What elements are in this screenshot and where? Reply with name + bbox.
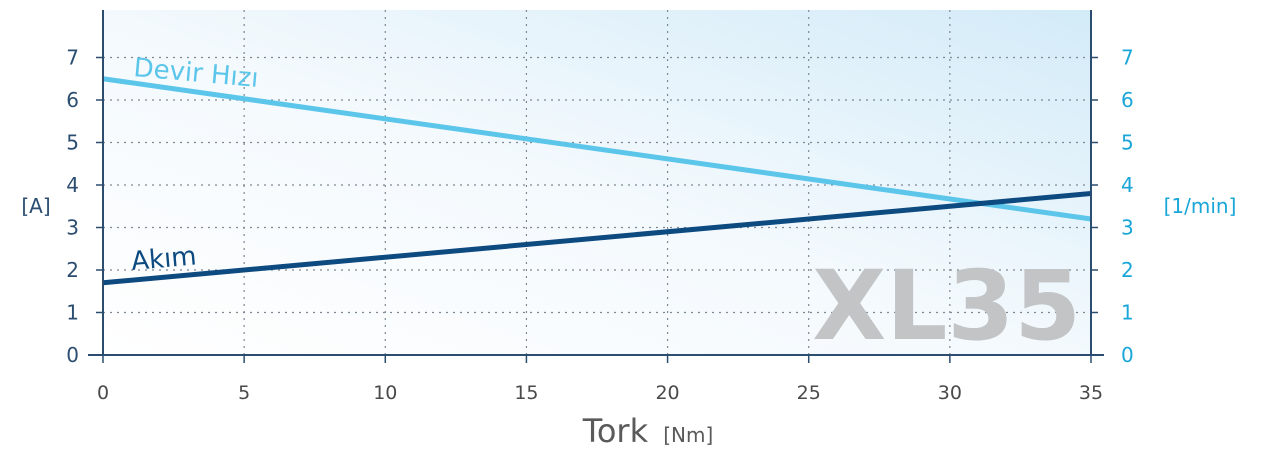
y-left-tick-label: 0 xyxy=(66,343,79,367)
y-right-tick-label: 1 xyxy=(1121,301,1134,325)
x-tick-label: 10 xyxy=(373,382,397,404)
series-line xyxy=(102,191,1092,286)
x-axis-title: Tork [Nm] xyxy=(582,412,714,450)
grid-lines xyxy=(103,10,1091,355)
y-right-tick-label: 3 xyxy=(1121,216,1134,240)
y-left-tick-label: 3 xyxy=(66,216,79,240)
y-axis-right-unit: [1/min] xyxy=(1164,194,1237,218)
y-left-tick-label: 5 xyxy=(66,131,79,155)
x-tick-label: 25 xyxy=(797,382,821,404)
y-right-tick-label: 5 xyxy=(1121,131,1134,155)
series-lines xyxy=(102,76,1092,286)
y-right-tick-label: 7 xyxy=(1121,46,1134,70)
y-right-tick-label: 6 xyxy=(1121,88,1134,112)
x-tick-label: 30 xyxy=(938,382,962,404)
y-left-tick-label: 7 xyxy=(66,46,79,70)
tick-labels: 0 1 2 3 4 5 6 7 0 1 2 3 4 5 6 7 0 5 10 15 20 25 30 35 xyxy=(66,46,1133,405)
x-tick-label: 20 xyxy=(655,382,679,404)
y-right-tick-label: 2 xyxy=(1121,258,1134,282)
watermark-model: XL35 xyxy=(812,250,1081,362)
x-tick-label: 15 xyxy=(514,382,538,404)
y-left-tick-label: 4 xyxy=(66,173,79,197)
series-label-current: Akım xyxy=(130,241,198,277)
y-left-tick-label: 6 xyxy=(66,88,79,112)
x-tick-label: 0 xyxy=(97,382,109,404)
series-line xyxy=(102,76,1092,222)
x-tick-label: 35 xyxy=(1079,382,1103,404)
plot-background xyxy=(103,10,1091,355)
x-axis-unit: [Nm] xyxy=(663,423,713,447)
x-axis-label: Tork xyxy=(582,412,649,450)
y-right-tick-label: 0 xyxy=(1121,343,1134,367)
y-axis-left-unit: [A] xyxy=(21,194,50,218)
y-left-tick-label: 2 xyxy=(66,258,79,282)
y-right-tick-label: 4 xyxy=(1121,173,1134,197)
axes xyxy=(88,10,1104,363)
x-tick-label: 5 xyxy=(238,382,250,404)
y-left-tick-label: 1 xyxy=(66,301,79,325)
